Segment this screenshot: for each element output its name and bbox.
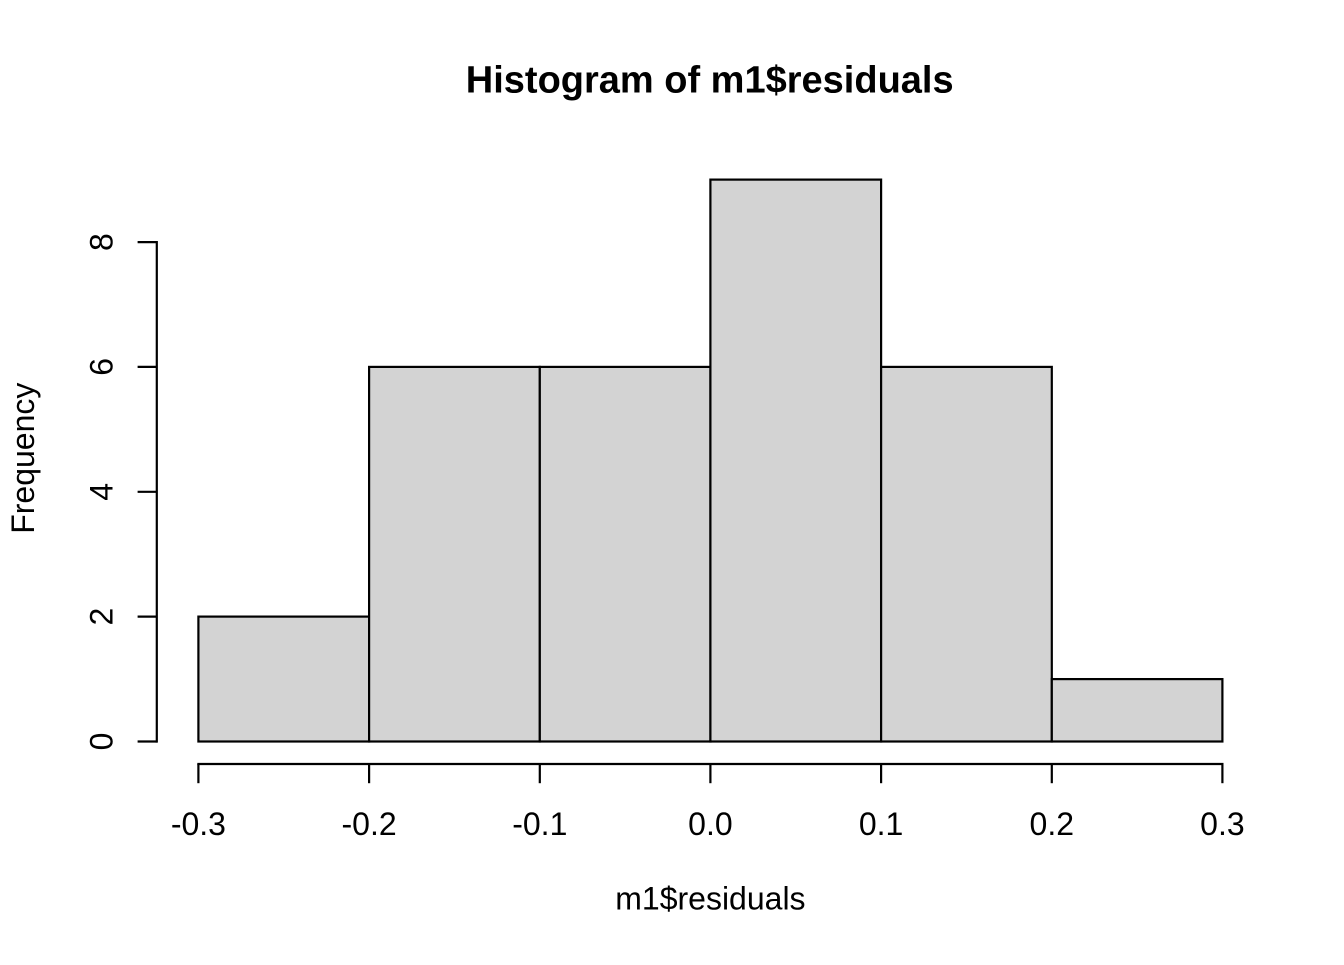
- svg-text:Frequency: Frequency: [5, 383, 41, 534]
- svg-text:8: 8: [83, 233, 119, 251]
- svg-text:6: 6: [83, 358, 119, 376]
- svg-text:0.3: 0.3: [1200, 806, 1244, 842]
- svg-text:0: 0: [83, 733, 119, 751]
- svg-text:-0.3: -0.3: [171, 806, 226, 842]
- svg-text:4: 4: [83, 483, 119, 501]
- svg-text:0.1: 0.1: [859, 806, 903, 842]
- svg-text:-0.1: -0.1: [512, 806, 567, 842]
- svg-text:0.2: 0.2: [1030, 806, 1074, 842]
- svg-text:m1$residuals: m1$residuals: [615, 881, 805, 917]
- svg-text:-0.2: -0.2: [342, 806, 397, 842]
- svg-text:Histogram of m1$residuals: Histogram of m1$residuals: [466, 60, 954, 102]
- svg-text:0.0: 0.0: [688, 806, 732, 842]
- svg-text:2: 2: [83, 608, 119, 626]
